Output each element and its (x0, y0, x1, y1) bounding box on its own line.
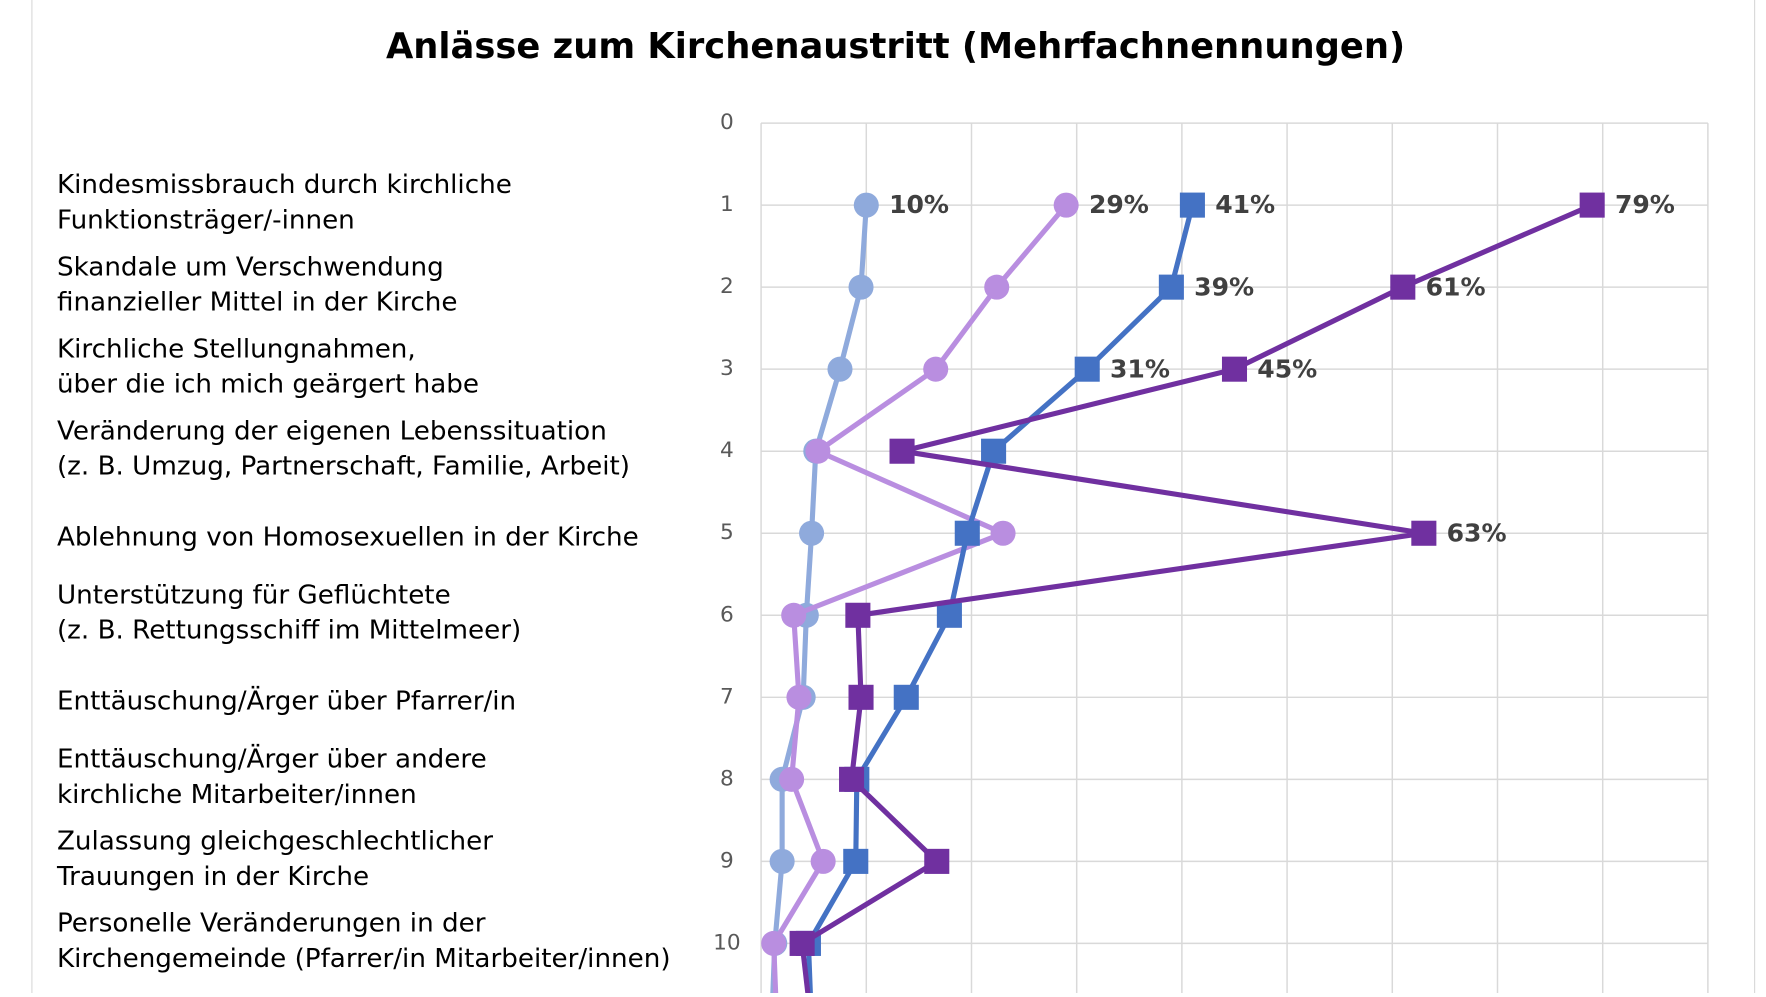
marker (1411, 520, 1437, 546)
marker (1053, 192, 1079, 218)
category-label: Unterstützung für Geflüchtete (57, 580, 451, 610)
marker (853, 192, 879, 218)
marker (924, 848, 950, 874)
marker (1579, 192, 1605, 218)
marker (984, 274, 1010, 300)
category-label: (z. B. Rettungsschiff im Mittelmeer) (57, 616, 521, 646)
marker (848, 684, 874, 710)
category-label: Kirchliche Stellungnahmen, (57, 334, 416, 364)
data-label: 61% (1426, 272, 1486, 301)
marker (889, 438, 915, 464)
category-label: Trauungen in der Kirche (56, 862, 369, 892)
category-label: finanzieller Mittel in der Kirche (57, 288, 458, 318)
y-tick-label: 7 (720, 684, 734, 709)
category-label: Enttäuschung/Ärger über andere (57, 742, 487, 774)
category-label: über die ich mich geärgert habe (57, 370, 479, 400)
marker (936, 602, 962, 628)
marker (1390, 274, 1416, 300)
category-label: Funktionsträger/-innen (57, 206, 355, 236)
category-label: Kirchengemeinde (Pfarrer/in Mitarbeiter/… (57, 944, 671, 974)
y-tick-label: 0 (720, 110, 734, 135)
marker (1158, 274, 1184, 300)
data-label: 79% (1615, 190, 1675, 219)
marker (805, 438, 831, 464)
category-label: Zulassung gleichgeschlechtlicher (57, 827, 493, 857)
marker (1221, 356, 1248, 382)
y-tick-label: 1 (720, 192, 734, 217)
marker (779, 766, 805, 792)
marker (769, 848, 795, 874)
data-label: 31% (1110, 354, 1170, 383)
data-label: 45% (1257, 354, 1317, 383)
marker (954, 520, 980, 546)
y-tick-label: 10 (713, 930, 741, 955)
marker (1179, 192, 1205, 218)
y-tick-label: 4 (720, 438, 734, 463)
y-tick-label: 8 (720, 766, 734, 791)
category-label: Skandale um Verschwendung (57, 252, 444, 282)
data-label: 10% (889, 190, 949, 219)
marker (789, 930, 815, 956)
category-label: (z. B. Umzug, Partnerschaft, Familie, Ar… (57, 452, 630, 482)
marker (827, 356, 853, 382)
y-tick-label: 2 (720, 274, 734, 299)
y-tick-label: 5 (720, 520, 734, 545)
category-label: Kindesmissbrauch durch kirchliche (57, 170, 512, 200)
y-tick-label: 3 (720, 356, 734, 381)
category-label: Ablehnung von Homosexuellen in der Kirch… (57, 522, 639, 552)
marker (799, 520, 825, 546)
marker (1074, 356, 1100, 382)
marker (839, 766, 865, 792)
y-tick-label: 9 (720, 848, 734, 873)
category-label: Veränderung der eigenen Lebenssituation (57, 416, 607, 446)
category-label: kirchliche Mitarbeiter/innen (57, 780, 417, 810)
marker (845, 602, 871, 628)
marker (781, 602, 807, 628)
marker (893, 684, 919, 710)
marker (810, 848, 836, 874)
y-tick-label: 6 (720, 602, 734, 627)
category-label: Personelle Veränderungen in der (57, 909, 486, 939)
data-label: 39% (1194, 272, 1254, 301)
plot: 0 1 2 3 4 5 6 7 8 9 10 Kindesmissbrauch durch kirch… (56, 110, 1709, 993)
data-label: 29% (1089, 190, 1149, 219)
data-label: 63% (1447, 518, 1507, 547)
marker (848, 274, 874, 300)
marker (843, 848, 869, 874)
marker (981, 438, 1007, 464)
marker (923, 356, 949, 382)
category-label: Enttäuschung/Ärger über Pfarrer/in (57, 684, 516, 716)
data-label: 41% (1215, 190, 1275, 219)
marker (786, 684, 812, 710)
marker (761, 930, 787, 956)
chart-title: Anlässe zum Kirchenaustritt (Mehrfachnen… (386, 26, 1405, 67)
marker (990, 520, 1016, 546)
